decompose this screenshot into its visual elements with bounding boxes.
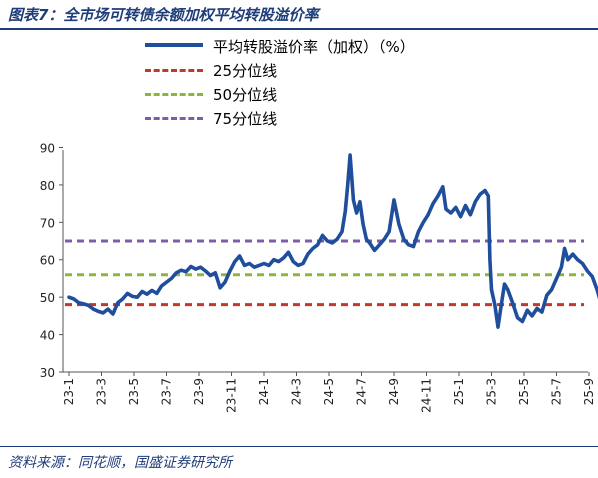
x-tick-label: 25-5 xyxy=(517,378,531,405)
y-tick-label: 90 xyxy=(40,141,55,155)
y-tick-label: 30 xyxy=(40,366,55,380)
x-tick-label: 23-5 xyxy=(127,378,141,405)
legend-label-p25: 25分位线 xyxy=(213,62,278,80)
x-tick-label: 25-9 xyxy=(582,378,596,405)
legend-label-p50: 50分位线 xyxy=(213,86,278,104)
y-tick-label: 50 xyxy=(40,291,55,305)
x-tick-label: 24-9 xyxy=(387,378,401,405)
x-tick-label: 24-7 xyxy=(355,378,369,405)
x-tick-label: 24-11 xyxy=(420,378,434,413)
x-tick-label: 25-1 xyxy=(452,378,466,405)
x-tick-label: 23-9 xyxy=(192,378,206,405)
legend-swatch-premium xyxy=(145,43,203,47)
legend-label-p75: 75分位线 xyxy=(213,110,278,128)
x-tick-label: 24-5 xyxy=(322,378,336,405)
x-tick-label: 23-7 xyxy=(160,378,174,405)
x-tick-label: 25-3 xyxy=(485,378,499,405)
source-note: 资料来源：同花顺，国盛证券研究所 xyxy=(8,455,232,471)
x-tick-label: 23-1 xyxy=(62,378,76,405)
x-tick-label: 23-11 xyxy=(225,378,239,413)
figure-title: 图表7：全市场可转债余额加权平均转股溢价率 xyxy=(8,6,319,24)
y-tick-label: 80 xyxy=(40,179,55,193)
premium-series-line xyxy=(67,153,598,329)
x-tick-label: 24-1 xyxy=(257,378,271,405)
x-tick-label: 24-3 xyxy=(290,378,304,405)
legend-swatch-p25 xyxy=(145,69,203,72)
x-tick-label: 25-7 xyxy=(550,378,564,405)
y-tick-label: 40 xyxy=(40,329,55,343)
title-rule xyxy=(0,28,598,30)
y-tick-label: 70 xyxy=(40,216,55,230)
source-rule xyxy=(0,446,598,447)
legend-label-premium: 平均转股溢价率（加权）（%） xyxy=(213,38,415,56)
legend-swatch-p50 xyxy=(145,93,203,96)
y-tick-label: 60 xyxy=(40,254,55,268)
legend-swatch-p75 xyxy=(145,117,203,120)
x-tick-label: 23-3 xyxy=(95,378,109,405)
